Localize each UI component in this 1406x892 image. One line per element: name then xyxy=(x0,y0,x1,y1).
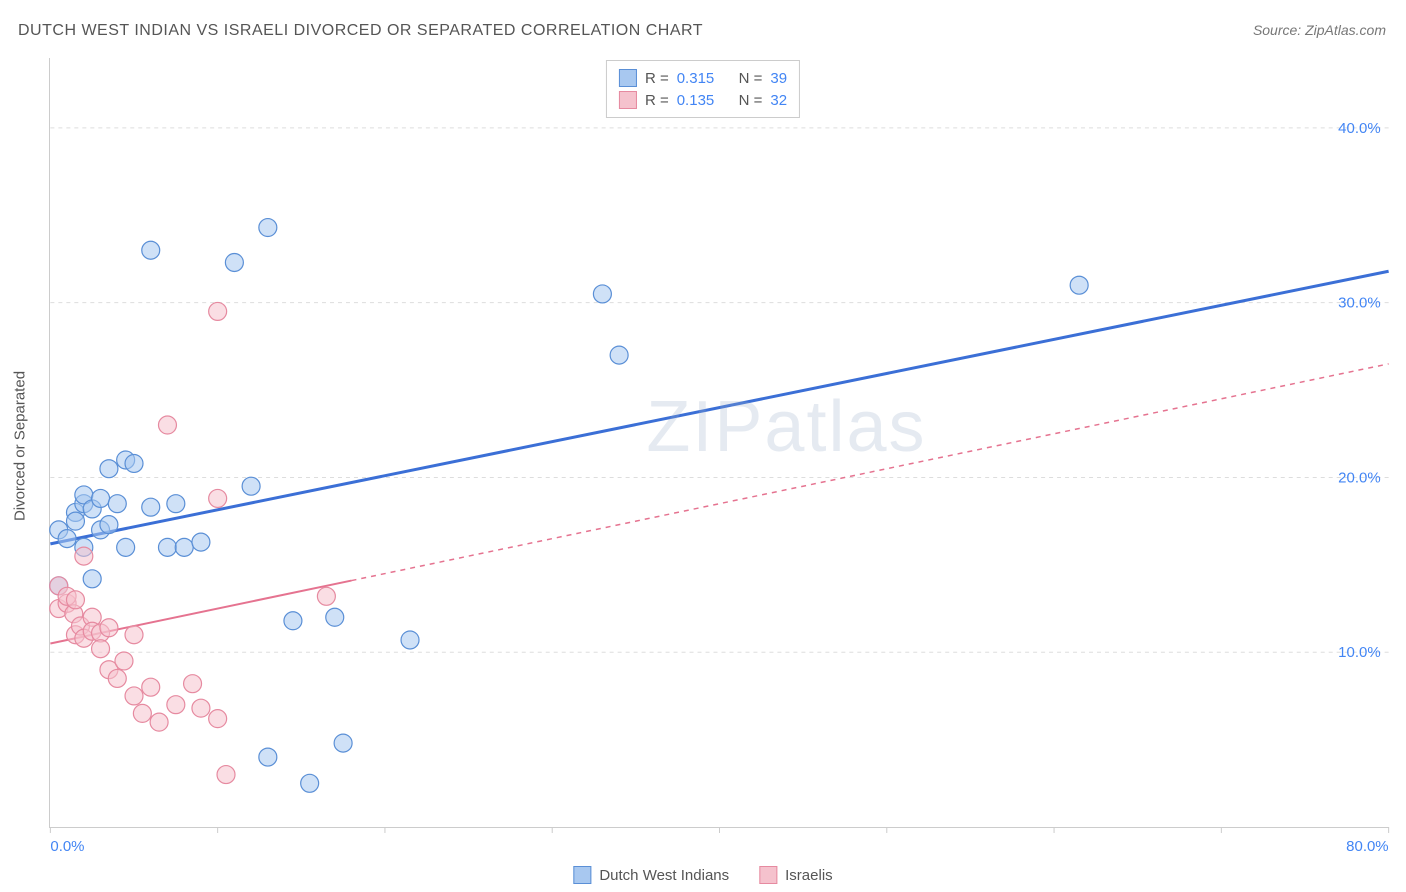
legend-stats: R = 0.315 N = 39 R = 0.135 N = 32 xyxy=(606,60,800,118)
y-tick-label: 10.0% xyxy=(1338,644,1380,661)
y-axis-label: Divorced or Separated xyxy=(12,371,29,521)
x-tick-label: 0.0% xyxy=(50,838,84,855)
data-point xyxy=(175,538,193,556)
plot-area: ZIPatlas 10.0%20.0%30.0%40.0%0.0%80.0% xyxy=(49,58,1389,828)
r-value: 0.135 xyxy=(677,92,715,109)
data-point xyxy=(167,696,185,714)
r-value: 0.315 xyxy=(677,70,715,87)
data-point xyxy=(209,302,227,320)
x-tick-label: 80.0% xyxy=(1346,838,1388,855)
data-point xyxy=(225,253,243,271)
data-point xyxy=(192,699,210,717)
data-point xyxy=(610,346,628,364)
data-point xyxy=(259,748,277,766)
data-point xyxy=(184,675,202,693)
data-point xyxy=(593,285,611,303)
data-point xyxy=(167,495,185,513)
data-point xyxy=(192,533,210,551)
legend-series-label: Israelis xyxy=(785,867,833,884)
data-point xyxy=(100,516,118,534)
legend-stat-row: R = 0.135 N = 32 xyxy=(619,89,787,111)
data-point xyxy=(66,591,84,609)
y-tick-label: 30.0% xyxy=(1338,295,1380,312)
data-point xyxy=(259,219,277,237)
data-point xyxy=(209,710,227,728)
data-point xyxy=(108,669,126,687)
data-point xyxy=(284,612,302,630)
data-point xyxy=(242,477,260,495)
source-label: Source: ZipAtlas.com xyxy=(1253,22,1386,38)
n-label: N = xyxy=(739,70,763,87)
data-point xyxy=(158,538,176,556)
plot-svg: 10.0%20.0%30.0%40.0%0.0%80.0% xyxy=(50,58,1389,827)
data-point xyxy=(108,495,126,513)
data-point xyxy=(217,766,235,784)
data-point xyxy=(125,687,143,705)
data-point xyxy=(401,631,419,649)
data-point xyxy=(92,640,110,658)
data-point xyxy=(125,626,143,644)
legend-series-label: Dutch West Indians xyxy=(599,867,729,884)
trend-line-dashed xyxy=(351,364,1388,581)
legend-swatch xyxy=(759,866,777,884)
legend-series-item: Israelis xyxy=(759,866,833,884)
data-point xyxy=(125,454,143,472)
data-point xyxy=(115,652,133,670)
data-point xyxy=(150,713,168,731)
data-point xyxy=(75,547,93,565)
data-point xyxy=(142,678,160,696)
data-point xyxy=(317,587,335,605)
data-point xyxy=(83,570,101,588)
data-point xyxy=(100,619,118,637)
legend-swatch xyxy=(573,866,591,884)
n-value: 39 xyxy=(770,70,787,87)
y-tick-label: 20.0% xyxy=(1338,469,1380,486)
data-point xyxy=(92,489,110,507)
y-tick-label: 40.0% xyxy=(1338,120,1380,137)
n-label: N = xyxy=(739,92,763,109)
chart-container: DUTCH WEST INDIAN VS ISRAELI DIVORCED OR… xyxy=(0,0,1406,892)
data-point xyxy=(301,774,319,792)
r-label: R = xyxy=(645,70,669,87)
legend-swatch xyxy=(619,91,637,109)
n-value: 32 xyxy=(770,92,787,109)
legend-series: Dutch West Indians Israelis xyxy=(573,866,832,884)
chart-title: DUTCH WEST INDIAN VS ISRAELI DIVORCED OR… xyxy=(18,22,703,40)
legend-stat-row: R = 0.315 N = 39 xyxy=(619,67,787,89)
data-point xyxy=(209,489,227,507)
data-point xyxy=(334,734,352,752)
r-label: R = xyxy=(645,92,669,109)
data-point xyxy=(142,498,160,516)
data-point xyxy=(58,530,76,548)
data-point xyxy=(133,704,151,722)
legend-swatch xyxy=(619,69,637,87)
data-point xyxy=(117,538,135,556)
trend-line xyxy=(50,271,1388,544)
legend-series-item: Dutch West Indians xyxy=(573,866,729,884)
data-point xyxy=(158,416,176,434)
data-point xyxy=(326,608,344,626)
data-point xyxy=(66,512,84,530)
data-point xyxy=(1070,276,1088,294)
data-point xyxy=(142,241,160,259)
data-point xyxy=(100,460,118,478)
